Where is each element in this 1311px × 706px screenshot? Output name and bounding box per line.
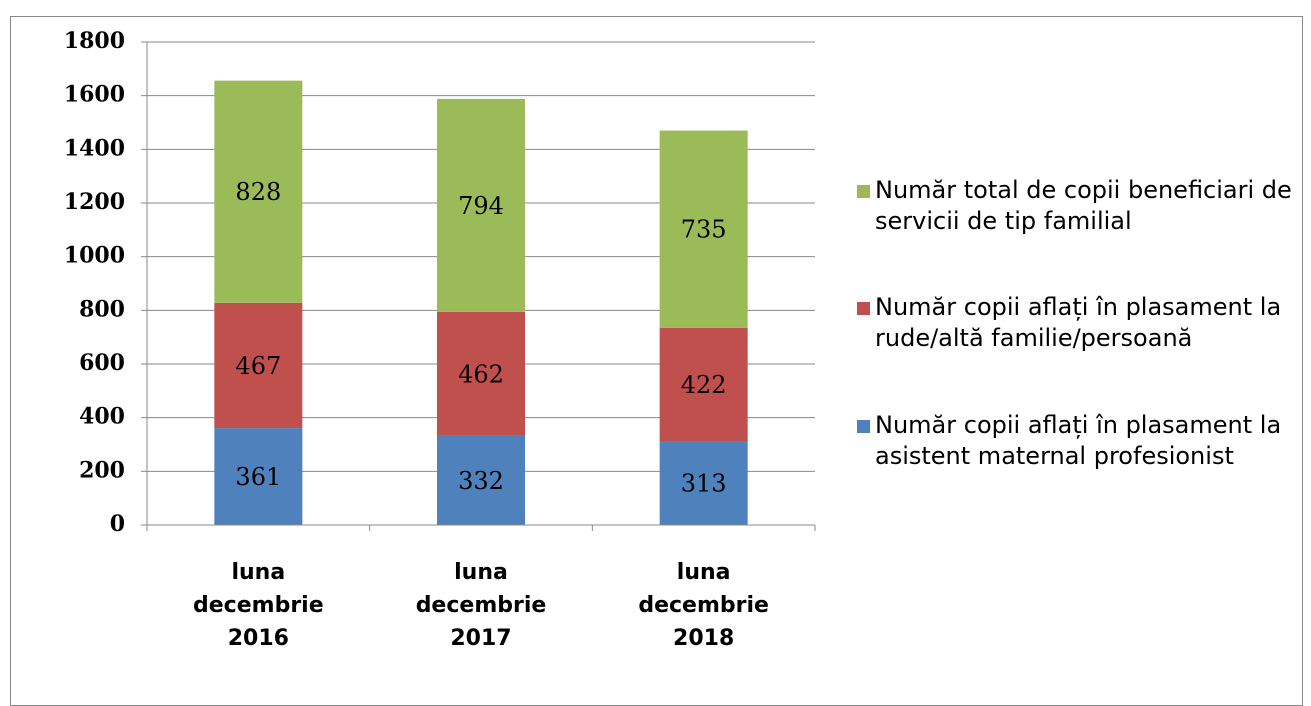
data-label: 361 — [235, 463, 281, 491]
bar-segment — [437, 435, 525, 525]
y-tick-label: 1600 — [64, 82, 125, 108]
y-tick-label: 0 — [110, 511, 125, 537]
x-tick-label: luna decembrie 2018 — [638, 560, 769, 651]
y-tick-label: 1200 — [64, 189, 125, 215]
data-label: 313 — [681, 470, 727, 498]
bar-segment — [214, 80, 303, 303]
legend-label: Număr copii aflați în plasament la asist… — [875, 411, 1282, 471]
data-label: 422 — [681, 371, 727, 399]
x-tick-label: luna decembrie 2017 — [415, 560, 547, 651]
legend-label: Număr copii aflați în plasament la rude/… — [875, 293, 1282, 353]
data-label: 467 — [235, 352, 281, 380]
data-label: 735 — [681, 216, 727, 244]
data-label: 828 — [235, 178, 281, 206]
y-tick-label: 800 — [79, 296, 125, 322]
legend-entry: Număr copii aflați în plasament la rude/… — [857, 292, 1295, 354]
bar-segment — [659, 327, 748, 442]
legend-swatch — [857, 302, 870, 315]
bar-segment — [214, 302, 303, 429]
bar-segment — [437, 98, 525, 312]
y-tick-label: 400 — [79, 404, 125, 430]
legend-entry: Număr total de copii beneficiari de serv… — [857, 175, 1295, 237]
data-label: 462 — [458, 360, 504, 388]
bar-segment — [437, 311, 525, 436]
legend-swatch — [857, 185, 870, 198]
x-tick-label: luna decembrie 2016 — [193, 560, 324, 651]
bar-segment — [659, 130, 748, 328]
y-tick-label: 1000 — [64, 243, 125, 269]
y-tick-label: 1800 — [64, 28, 125, 54]
legend-label: Număr total de copii beneficiari de serv… — [875, 176, 1292, 236]
y-tick-label: 600 — [79, 350, 125, 376]
bar-segment — [214, 428, 303, 525]
y-tick-label: 200 — [79, 457, 125, 483]
data-label: 794 — [458, 192, 504, 220]
bar-segment — [659, 441, 748, 525]
y-tick-label: 1400 — [64, 135, 125, 161]
data-label: 332 — [458, 467, 504, 495]
legend-entry: Număr copii aflați în plasament la asist… — [857, 410, 1295, 472]
legend-swatch — [857, 420, 870, 433]
